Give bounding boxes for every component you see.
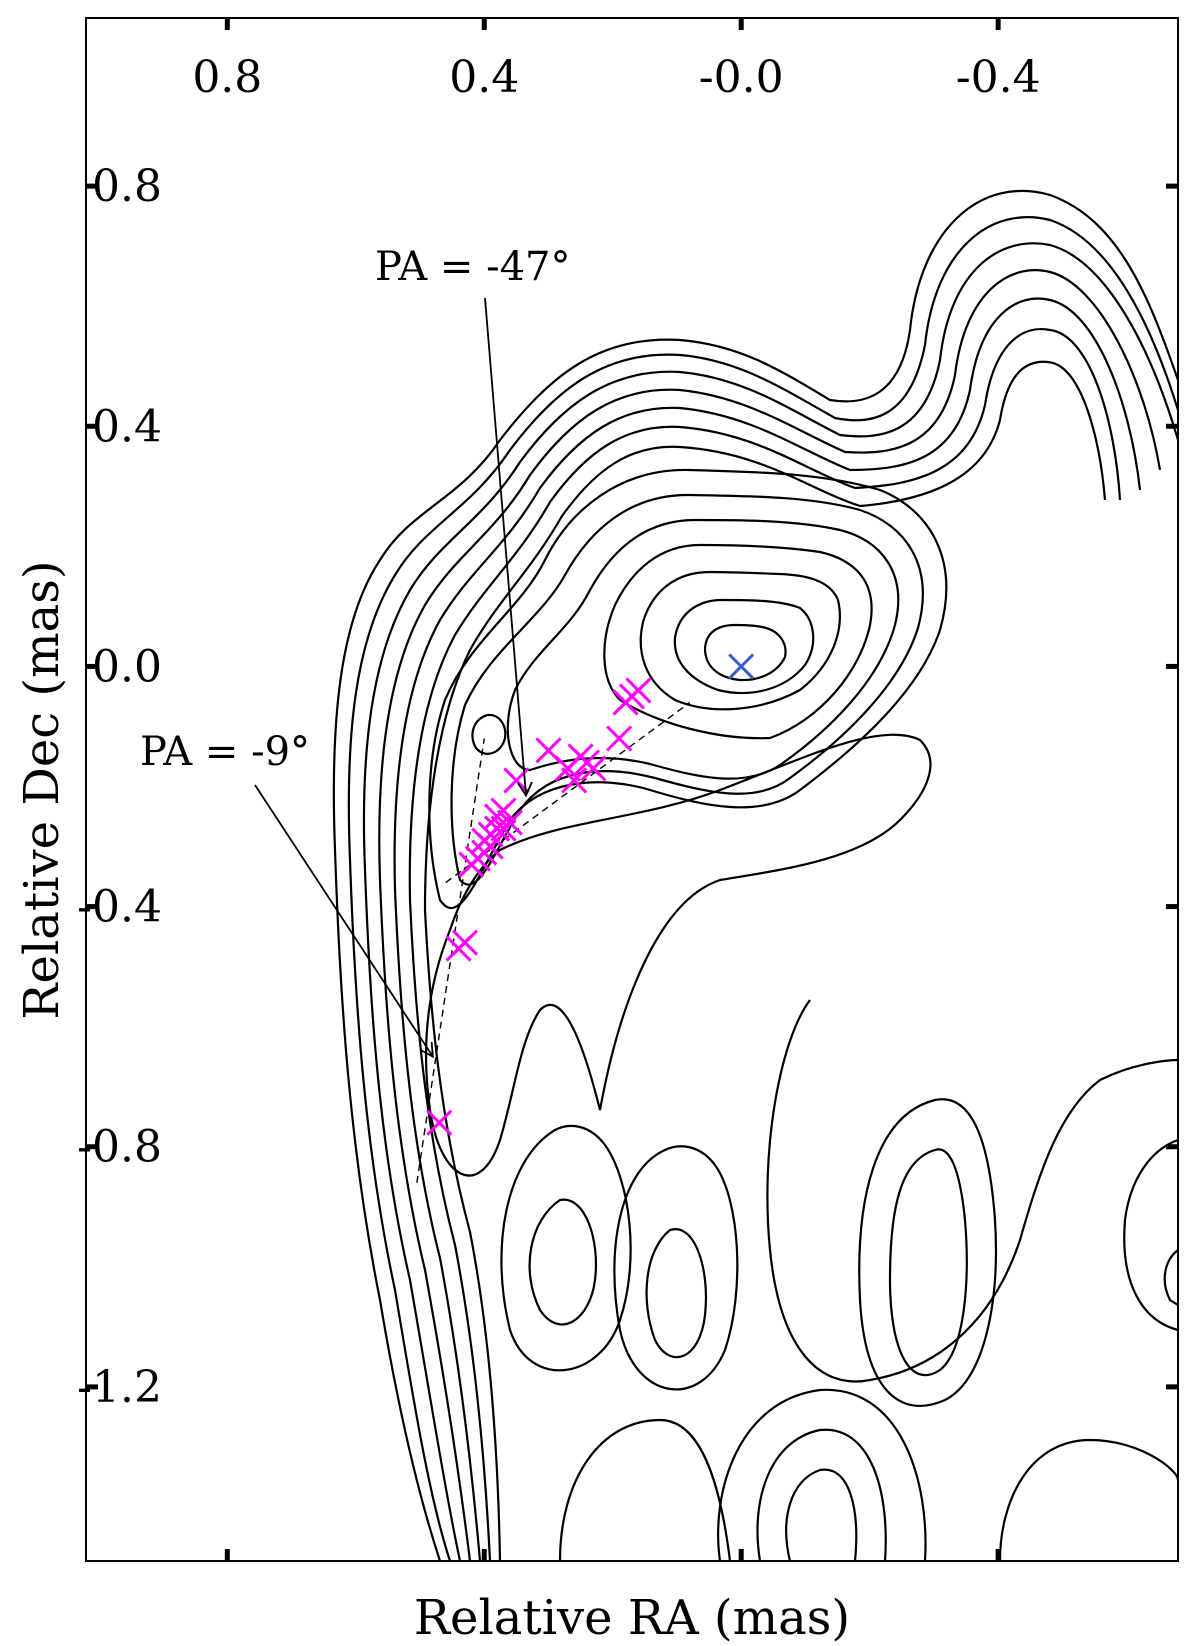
contour-bottom-5 — [998, 1438, 1178, 1561]
contour-blob-6 — [858, 1098, 998, 1407]
contour-level-1 — [332, 189, 1178, 1561]
contour-blob-7 — [766, 999, 1178, 1383]
contour-bottom-4 — [558, 1418, 732, 1561]
contour-level-6 — [408, 328, 1122, 1561]
contour-blob-2 — [500, 1124, 632, 1372]
contour-lines — [332, 189, 1178, 1561]
contour-level-3 — [362, 242, 1178, 1561]
x-tick-label: -0.0 — [699, 52, 784, 103]
data-point-marker — [625, 677, 652, 704]
data-point-marker — [580, 755, 607, 782]
data-point-marker — [477, 833, 504, 860]
x-axis-ticks: 0.8 0.4 -0.0 -0.4 — [192, 18, 1041, 1561]
contour-blob-1 — [528, 1198, 597, 1326]
contour-level-8 — [428, 468, 948, 909]
y-tick-label: 0.4 — [92, 401, 162, 452]
contour-blob-4 — [613, 1145, 739, 1391]
annotation-label: PA = -47° — [375, 244, 571, 290]
annotation-arrow — [484, 297, 533, 798]
data-point-marker — [451, 929, 479, 956]
contour-level-13 — [673, 598, 815, 695]
contour-level-5 — [393, 297, 1142, 1561]
contour-level-15 — [471, 713, 507, 755]
contour-level-10 — [506, 518, 900, 780]
contour-tail-1 — [424, 733, 932, 1177]
contour-level-12 — [639, 570, 841, 711]
y-axis-ticks: 0.8 0.4 0.0 -0.4 -0.8 -1.2 — [77, 161, 1178, 1413]
y-tick-label: -0.8 — [77, 1122, 162, 1173]
fit-line-0 — [416, 738, 485, 1183]
y-tick-label: -1.2 — [77, 1362, 162, 1413]
contour-level-7 — [423, 360, 1107, 1561]
plot-frame — [85, 17, 1179, 1562]
y-tick-label: 0.0 — [92, 641, 162, 692]
y-tick-label: -0.4 — [77, 882, 162, 933]
y-tick-label: 0.8 — [92, 161, 162, 212]
data-point-marker — [426, 1109, 453, 1136]
x-tick-label: 0.4 — [449, 52, 519, 103]
contour-bottom-2 — [756, 1428, 887, 1561]
contour-bottom-3 — [717, 1388, 927, 1561]
contour-bottom-1 — [785, 1468, 858, 1561]
contour-level-2 — [347, 216, 1178, 1561]
data-point-marker — [728, 653, 755, 680]
x-tick-label: 0.8 — [192, 52, 262, 103]
contour-blob-3 — [645, 1228, 707, 1359]
annotation-label: PA = -9° — [140, 729, 310, 775]
annotations: PA = -47° PA = -9° — [140, 244, 571, 1059]
x-tick-label: -0.4 — [956, 52, 1041, 103]
annotation-arrow — [254, 784, 434, 1059]
y-axis-title: Relative Dec (mas) — [14, 560, 70, 1019]
contour-blob-8 — [1123, 1138, 1178, 1332]
contour-blob-5 — [888, 1148, 968, 1377]
contour-level-4 — [378, 269, 1162, 1561]
contour-level-14 — [703, 623, 787, 682]
x-axis-title: Relative RA (mas) — [414, 1590, 850, 1646]
contour-blob-9 — [1163, 1249, 1178, 1306]
data-point-marker — [606, 725, 633, 752]
data-point-marker — [561, 767, 588, 794]
contour-level-11 — [603, 543, 873, 740]
data-point-marker — [484, 815, 511, 842]
data-point-marker — [496, 809, 524, 836]
